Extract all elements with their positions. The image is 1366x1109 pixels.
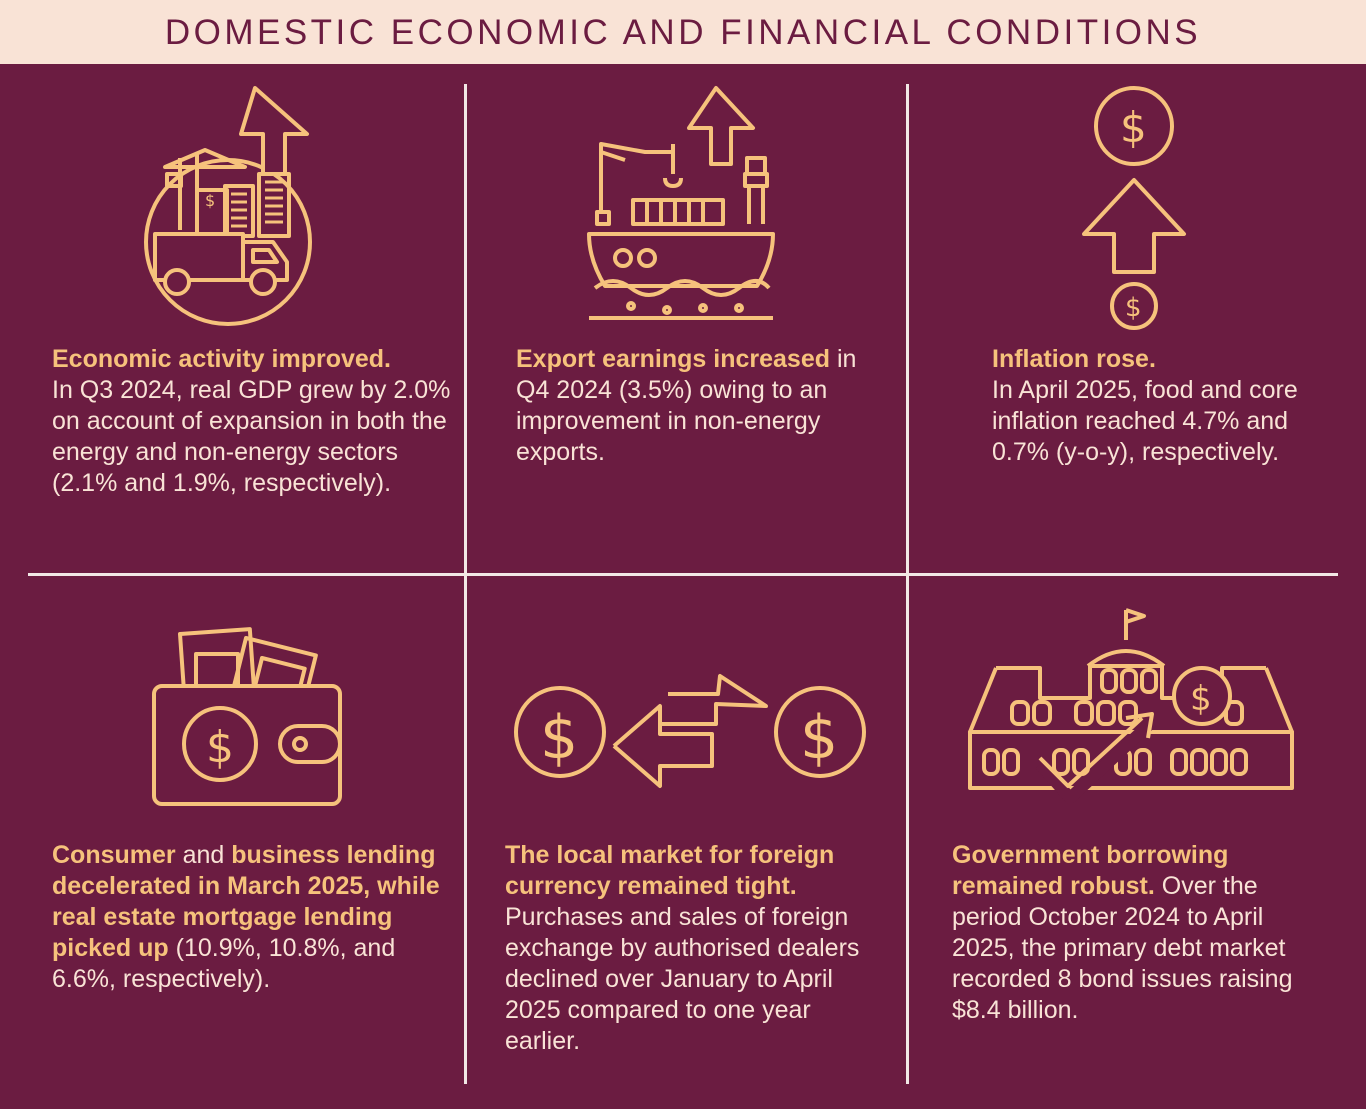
divider-vertical-2-top	[906, 84, 909, 576]
svg-text:$: $	[800, 703, 838, 773]
government-borrowing-icon: $	[966, 606, 1296, 806]
export-ship-icon	[585, 82, 777, 327]
panel-body: Purchases and sales of foreign exchange …	[505, 903, 860, 1055]
panel-body: (10.9%, 10.8%, and 6.6%, respectively).	[52, 934, 396, 993]
panel-foreign-currency: The local market for foreign currency re…	[505, 840, 885, 1057]
economy-growth-icon: $	[135, 82, 325, 332]
divider-vertical-1-top	[464, 84, 467, 576]
panel-heading: Export earnings increased	[516, 345, 831, 373]
svg-text:$: $	[540, 703, 578, 773]
panel-heading: business lending decelerated in March 20…	[52, 841, 440, 962]
divider-vertical-1-bottom	[464, 576, 467, 1084]
panel-export-earnings: Export earnings increased in Q4 2024 (3.…	[516, 344, 861, 468]
page-title: DOMESTIC ECONOMIC AND FINANCIAL CONDITIO…	[164, 13, 1202, 52]
panel-heading-consumer: Consumer	[52, 841, 176, 869]
panel-body: In April 2025, food and core inflation r…	[992, 376, 1298, 466]
currency-exchange-icon: $ $	[512, 670, 872, 790]
divider-vertical-2-bottom	[906, 576, 909, 1084]
panel-heading: The local market for foreign currency re…	[505, 841, 835, 900]
panel-heading: Economic activity improved.	[52, 345, 391, 373]
panel-government-borrowing: Government borrowing remained robust. Ov…	[952, 840, 1324, 1026]
panel-heading: Government borrowing remained robust.	[952, 841, 1229, 900]
panel-economic-activity: Economic activity improved. In Q3 2024, …	[52, 344, 452, 499]
wallet-icon: $	[150, 618, 345, 813]
panel-body: In Q3 2024, real GDP grew by 2.0% on acc…	[52, 376, 451, 497]
panel-heading: Inflation rose.	[992, 345, 1156, 373]
svg-text:$: $	[206, 722, 234, 773]
panel-inflation: Inflation rose. In April 2025, food and …	[992, 344, 1312, 468]
svg-text:$: $	[1190, 679, 1212, 719]
title-banner: DOMESTIC ECONOMIC AND FINANCIAL CONDITIO…	[0, 0, 1366, 64]
svg-text:$: $	[205, 191, 215, 210]
svg-text:$: $	[1125, 293, 1142, 323]
inflation-dollar-up-icon: $ $	[1082, 84, 1192, 334]
panel-lending: Consumer and business lending decelerate…	[52, 840, 442, 995]
panel-body: in Q4 2024 (3.5%) owing to an improvemen…	[516, 345, 857, 466]
panel-heading-join: and	[182, 841, 225, 869]
svg-text:$: $	[1120, 103, 1147, 152]
panel-body: Over the period October 2024 to April 20…	[952, 872, 1293, 1024]
divider-horizontal	[28, 573, 1338, 576]
